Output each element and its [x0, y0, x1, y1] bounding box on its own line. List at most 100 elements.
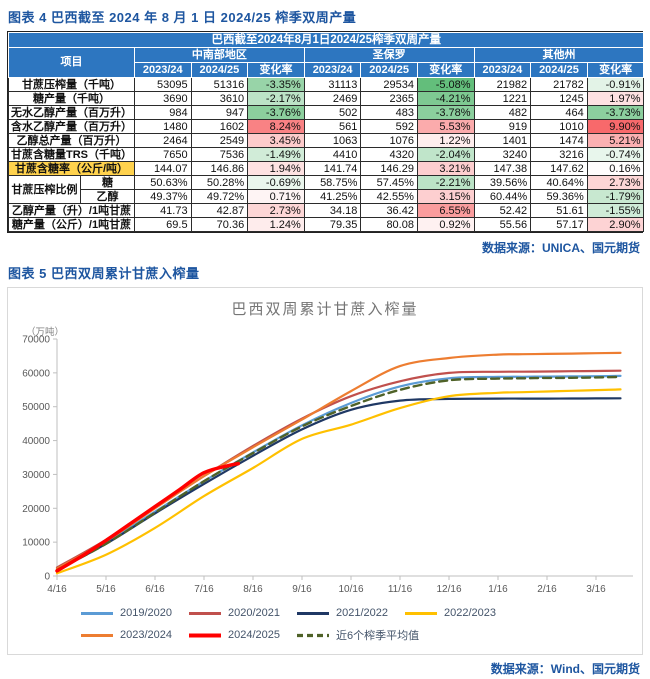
row-sub-label: 糖: [80, 175, 135, 190]
table-title-row: 巴西截至2024年8月1日2024/25榨季双周产量: [7, 32, 645, 48]
legend-swatch-icon: [189, 611, 221, 615]
production-table: 巴西截至2024年8月1日2024/25榨季双周产量 项目 中南部地区 圣保罗 …: [7, 32, 645, 232]
chart-plot-area: 0 10000 20000 30000 40000 50000 60000 70000 4/16…: [22, 335, 633, 595]
y-axis-unit-label: （万吨）: [26, 327, 65, 338]
row-sub-label: 乙醇: [80, 189, 135, 204]
chart-data-source: 数据来源：Wind、国元期货: [490, 662, 640, 676]
item-column-header: 项目: [8, 47, 135, 78]
table-data-source: 数据来源：UNICA、国元期货: [482, 241, 640, 255]
series-line-2021-2022: [55, 397, 622, 572]
legend-label: 2023/2024: [120, 629, 172, 641]
legend-item: 近6个榨季平均值: [296, 627, 419, 643]
value-cell: 483: [360, 105, 418, 120]
year-header: 变化率: [586, 62, 645, 78]
legend-item: 2021/2022: [296, 607, 404, 619]
change-cell: -1.49%: [247, 147, 305, 162]
legend-swatch-icon: [297, 611, 329, 615]
value-cell: 21982: [473, 77, 532, 92]
value-cell: 60.44%: [473, 189, 532, 204]
table-row: 糖产量（公斤）/1吨甘蔗 69.5 70.36 1.24% 79.35 80.08 0.92…: [8, 217, 645, 232]
change-cell: -0.69%: [247, 175, 305, 190]
value-cell: 57.17: [530, 217, 588, 232]
legend-row: 2019/2020 2020/2021 2021/2022 2022/2023: [80, 602, 512, 624]
table-row: 乙醇产量（升）/1吨甘蔗 41.73 42.87 2.73% 34.18 36.42 6.5…: [8, 203, 645, 218]
legend-item: 2023/2024: [80, 629, 188, 641]
value-cell: 2549: [190, 133, 249, 148]
y-tick-label: 0: [44, 572, 50, 583]
y-tick-label: 40000: [22, 436, 50, 447]
value-cell: 51.61: [530, 203, 588, 218]
table-row: 甘蔗压榨量（千吨） 53095 51316 -3.35% 31113 29534 -5.08…: [8, 77, 645, 92]
change-cell: -5.08%: [416, 77, 475, 92]
value-cell: 3216: [530, 147, 588, 162]
y-tick-label: 20000: [22, 504, 50, 515]
change-cell: -1.55%: [586, 203, 645, 218]
value-cell: 55.56: [473, 217, 532, 232]
legend-label: 2021/2022: [336, 607, 388, 619]
value-cell: 2464: [134, 133, 192, 148]
value-cell: 1245: [530, 91, 588, 106]
value-cell: 984: [134, 105, 192, 120]
table-row: 含水乙醇产量（百万升） 1480 1602 8.24% 561 592 5.53% 919 10…: [8, 119, 645, 134]
value-cell: 42.55%: [360, 189, 418, 204]
change-cell: 1.97%: [586, 91, 645, 106]
value-cell: 21782: [530, 77, 588, 92]
value-cell: 50.28%: [190, 175, 249, 190]
legend-label: 2024/2025: [228, 629, 280, 641]
legend-swatch-icon: [297, 633, 329, 637]
year-header: 变化率: [416, 62, 475, 78]
value-cell: 502: [303, 105, 362, 120]
value-cell: 36.42: [360, 203, 418, 218]
x-tick-label: 6/16: [145, 584, 165, 595]
legend-label: 2020/2021: [228, 607, 280, 619]
group-header-other-states: 其他州: [473, 47, 645, 63]
x-tick-label: 12/16: [436, 584, 461, 595]
value-cell: 50.63%: [134, 175, 192, 190]
row-label: 甘蔗压榨量（千吨）: [8, 77, 135, 92]
table-title: 巴西截至2024年8月1日2024/25榨季双周产量: [7, 32, 645, 48]
legend-item: 2020/2021: [188, 607, 296, 619]
table-row: 甘蔗含糖率（公斤/吨） 144.07 146.86 1.94% 141.74 146.29…: [8, 161, 645, 176]
change-cell: 1.94%: [247, 161, 305, 176]
chart-title: 巴西双周累计甘蔗入榨量: [231, 301, 419, 318]
legend-item: 2022/2023: [404, 607, 512, 619]
value-cell: 2365: [360, 91, 418, 106]
value-cell: 1602: [190, 119, 249, 134]
change-cell: -3.73%: [586, 105, 645, 120]
figure5-heading: 图表 5 巴西双周累计甘蔗入榨量: [8, 266, 200, 281]
x-tick-label: 10/16: [338, 584, 363, 595]
value-cell: 7650: [134, 147, 192, 162]
row-label: 无水乙醇产量（百万升）: [8, 105, 135, 120]
value-cell: 7536: [190, 147, 249, 162]
x-tick-label: 4/16: [47, 584, 67, 595]
y-tick-label: 30000: [22, 470, 50, 481]
table-group-row: 项目 中南部地区 圣保罗 其他州: [8, 47, 645, 78]
change-cell: -2.21%: [416, 175, 475, 190]
row-group-label: 甘蔗压榨比例: [8, 175, 81, 204]
x-tick-label: 11/16: [388, 584, 413, 595]
legend-swatch-icon: [189, 633, 221, 637]
cane-crush-chart: 巴西双周累计甘蔗入榨量 （万吨） 0 10000 20000 30000 40000 50…: [7, 287, 643, 655]
value-cell: 29534: [360, 77, 418, 92]
value-cell: 1221: [473, 91, 532, 106]
change-cell: -3.78%: [416, 105, 475, 120]
value-cell: 1474: [530, 133, 588, 148]
y-tick-label: 60000: [22, 368, 50, 379]
value-cell: 52.42: [473, 203, 532, 218]
value-cell: 69.5: [134, 217, 192, 232]
x-tick-label: 1/16: [488, 584, 508, 595]
x-tick-label: 8/16: [243, 584, 263, 595]
value-cell: 49.37%: [134, 189, 192, 204]
year-header: 2023/24: [134, 62, 192, 78]
group-header-sao-paulo: 圣保罗: [303, 47, 475, 63]
value-cell: 482: [473, 105, 532, 120]
change-cell: -3.76%: [247, 105, 305, 120]
value-cell: 39.56%: [473, 175, 532, 190]
legend-swatch-icon: [81, 611, 113, 615]
value-cell: 1063: [303, 133, 362, 148]
year-header: 2024/25: [360, 62, 418, 78]
year-header: 变化率: [247, 62, 305, 78]
series-line-2020-2021: [55, 369, 622, 569]
value-cell: 40.64%: [530, 175, 588, 190]
change-cell: -2.17%: [247, 91, 305, 106]
